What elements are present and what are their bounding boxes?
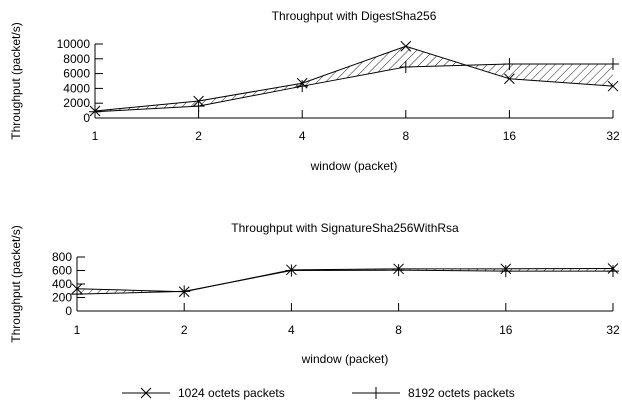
y-tick-label: 6000 [63, 67, 90, 81]
point-8192-octets [399, 60, 412, 73]
point-8192-octets [503, 57, 516, 70]
x-axis-label: window (packet) [310, 159, 398, 173]
point-8192-octets [71, 288, 83, 301]
x-tick-label: 16 [503, 129, 517, 143]
point-8192-octets [285, 264, 298, 277]
y-tick-label: 0 [83, 111, 90, 125]
y-axis-label: Throughput (packet/s) [9, 225, 23, 342]
point-8192-octets [178, 285, 191, 298]
y-tick-label: 10000 [57, 37, 91, 51]
legend-marker-plus [370, 387, 382, 399]
y-tick-label: 0 [65, 304, 72, 318]
point-1024-octets [504, 73, 515, 85]
x-tick-label: 4 [299, 129, 306, 143]
point-8192-octets [607, 57, 619, 70]
point-8192-octets [392, 264, 405, 277]
point-1024-octets [400, 40, 412, 52]
x-tick-label: 2 [181, 323, 188, 337]
chart-signaturesha256withrsa: Throughput with SignatureSha256WithRsa02… [9, 221, 620, 366]
point-8192-octets [192, 100, 205, 113]
legend-item: 1024 octets packets [122, 386, 285, 400]
x-tick-label: 8 [402, 129, 409, 143]
x-tick-label: 4 [288, 323, 295, 337]
series-line-8192-octets [76, 269, 613, 295]
legend-marker-x [140, 387, 152, 399]
chart-title: Throughput with DigestSha256 [272, 9, 437, 23]
series-line-1024-octets [76, 267, 614, 293]
y-tick-label: 200 [52, 291, 72, 305]
x-tick-label: 32 [606, 129, 620, 143]
x-tick-label: 1 [74, 323, 81, 337]
fill-between-series [95, 46, 613, 112]
x-tick-label: 2 [195, 129, 202, 143]
legend-item: 8192 octets packets [352, 386, 515, 400]
x-tick-label: 1 [92, 129, 99, 143]
x-tick-label: 16 [499, 323, 513, 337]
legend-label: 8192 octets packets [408, 386, 515, 400]
legend-label: 1024 octets packets [178, 386, 285, 400]
y-tick-label: 4000 [63, 81, 90, 95]
y-tick-label: 600 [52, 264, 72, 278]
y-axis-label: Throughput (packet/s) [9, 22, 23, 139]
point-1024-octets [607, 80, 619, 92]
series-line-1024-octets [94, 45, 614, 112]
point-8192-octets [89, 105, 101, 118]
chart-title: Throughput with SignatureSha256WithRsa [231, 221, 459, 235]
legend: 1024 octets packets 8192 octets packets [122, 386, 515, 400]
y-tick-label: 800 [52, 250, 72, 264]
x-tick-label: 32 [606, 323, 620, 337]
point-8192-octets [296, 80, 309, 93]
point-8192-octets [499, 265, 512, 278]
x-axis-label: window (packet) [301, 352, 389, 366]
y-tick-label: 400 [52, 277, 72, 291]
fill-between-series [77, 268, 613, 295]
y-tick-label: 8000 [63, 52, 90, 66]
series-line-8192-octets [94, 63, 613, 113]
x-tick-label: 8 [395, 323, 402, 337]
point-8192-octets [607, 265, 619, 278]
chart-digestsha256: Throughput with DigestSha256 020004000600… [9, 9, 620, 173]
y-tick-label: 2000 [63, 96, 90, 110]
